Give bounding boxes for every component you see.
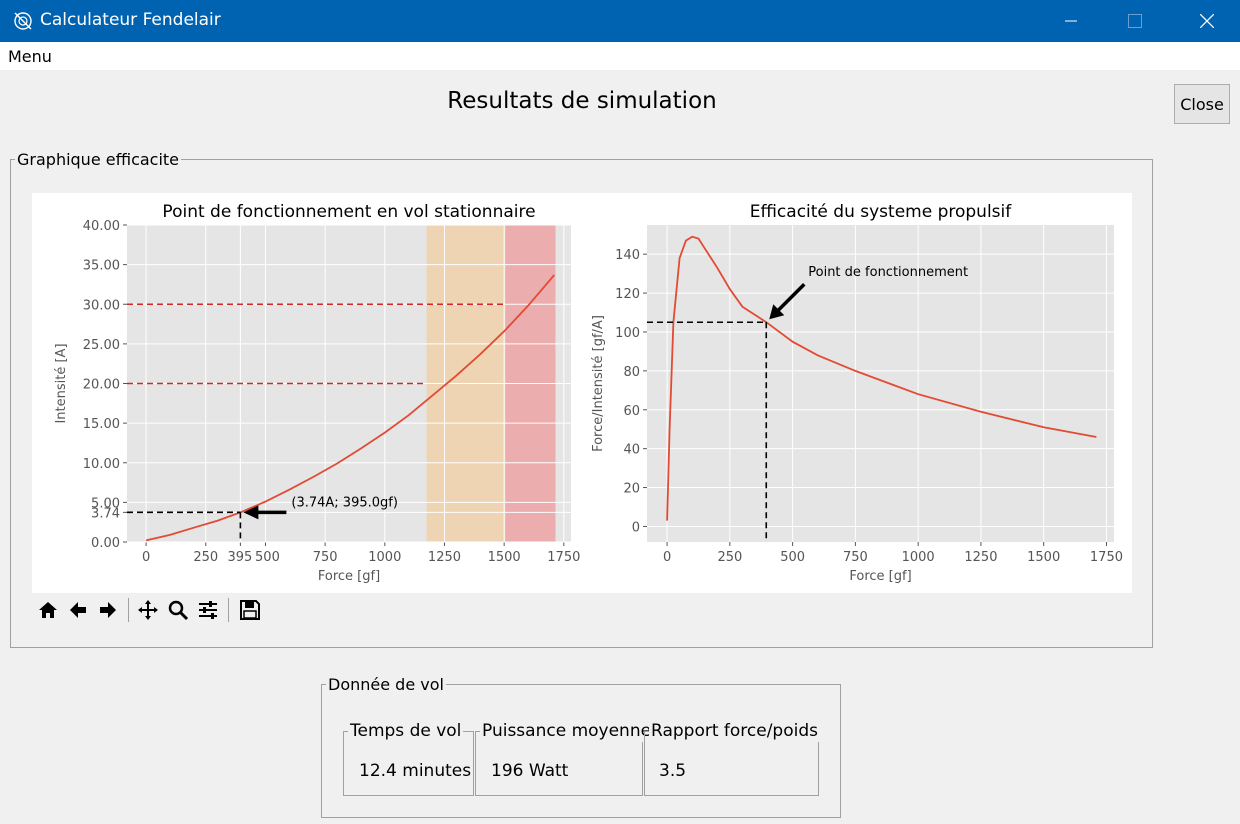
left-ytick-label: 10.00 bbox=[83, 457, 120, 472]
minimize-icon bbox=[1065, 20, 1077, 22]
right-ytick-label: 100 bbox=[615, 326, 640, 341]
right-ytick-label: 80 bbox=[623, 365, 640, 380]
menu-bar: Menu bbox=[0, 42, 1240, 70]
left-ytick-label: 35.00 bbox=[83, 259, 120, 274]
graph-group bbox=[10, 159, 1153, 648]
back-button[interactable] bbox=[64, 596, 92, 624]
left-xtick-label: 1500 bbox=[488, 550, 521, 565]
pan-icon bbox=[138, 600, 158, 620]
right-y-axis-label: Force/Intensité [gf/A] bbox=[591, 315, 606, 452]
left-ytick-label: 25.00 bbox=[83, 338, 120, 353]
right-xtick-label: 1000 bbox=[902, 550, 935, 565]
flight-data-group bbox=[321, 684, 841, 818]
maximize-button[interactable] bbox=[1112, 0, 1158, 42]
left-annotation-arrow-head bbox=[243, 505, 259, 520]
graph-group-label: Graphique efficacite bbox=[15, 150, 182, 170]
right-annotation-arrow-shaft bbox=[777, 283, 806, 312]
right-chart-title: Efficacité du systeme propulsif bbox=[750, 202, 1013, 222]
right-annotation-arrow-head bbox=[769, 304, 785, 320]
right-annotation-text: Point de fonctionnement bbox=[808, 265, 968, 280]
thrust-weight-ratio-value: 3.5 bbox=[659, 761, 687, 781]
save-button[interactable] bbox=[236, 596, 264, 624]
left-ytick-label: 0.00 bbox=[91, 536, 120, 551]
right-xtick-label: 750 bbox=[843, 550, 868, 565]
flight-time-label: Temps de vol bbox=[348, 720, 464, 742]
left-ytick-label: 40.00 bbox=[83, 219, 120, 234]
window-title: Calculateur Fendelair bbox=[40, 10, 221, 30]
right-xtick-label: 1500 bbox=[1027, 550, 1060, 565]
configure-subplots-icon bbox=[199, 601, 217, 619]
right-xtick-label: 1750 bbox=[1090, 550, 1123, 565]
thrust-weight-ratio-label: Rapport force/poids bbox=[649, 720, 820, 742]
flight-data-group-label: Donnée de vol bbox=[326, 675, 446, 695]
toolbar-separator bbox=[228, 598, 229, 622]
right-xtick-label: 0 bbox=[663, 550, 671, 565]
configure-subplots-button[interactable] bbox=[194, 596, 222, 624]
left-chart-title: Point de fonctionnement en vol stationna… bbox=[162, 202, 535, 222]
pan-button[interactable] bbox=[134, 596, 162, 624]
right-xtick-label: 1250 bbox=[964, 550, 997, 565]
right-ytick-label: 20 bbox=[623, 482, 640, 497]
right-series-line bbox=[666, 235, 1097, 521]
window-close-button[interactable] bbox=[1184, 0, 1230, 42]
toolbar-separator bbox=[128, 598, 129, 622]
left-xtick-label: 395 bbox=[227, 550, 252, 565]
right-ytick-label: 60 bbox=[623, 404, 640, 419]
right-xtick-label: 500 bbox=[780, 550, 805, 565]
title-bar: Calculateur Fendelair bbox=[0, 0, 1240, 42]
left-ytick-label: 30.00 bbox=[83, 298, 120, 313]
left-xtick-label: 500 bbox=[255, 550, 280, 565]
maximize-icon bbox=[1128, 14, 1142, 28]
left-annotation-text: (3.74A; 395.0gf) bbox=[291, 495, 398, 510]
left-xtick-label: 0 bbox=[142, 550, 150, 565]
right-ytick-label: 0 bbox=[632, 520, 640, 535]
right-ytick-label: 40 bbox=[623, 443, 640, 458]
left-ytick-label: 3.74 bbox=[91, 506, 120, 521]
figure-svg: 0 250 395 500 750 1000 1250 1500 17500.003.745.0… bbox=[54, 202, 1123, 584]
close-icon bbox=[1200, 14, 1214, 28]
forward-button[interactable] bbox=[94, 596, 122, 624]
minimize-button[interactable] bbox=[1048, 0, 1094, 42]
menu-item[interactable]: Menu bbox=[8, 47, 52, 66]
right-xtick-label: 250 bbox=[717, 550, 742, 565]
left-ytick-label: 15.00 bbox=[83, 417, 120, 432]
right-x-axis-label: Force [gf] bbox=[849, 569, 911, 584]
app-icon bbox=[14, 12, 32, 30]
close-button[interactable]: Close bbox=[1174, 84, 1230, 124]
zoom-button[interactable] bbox=[164, 596, 192, 624]
left-xtick-label: 250 bbox=[193, 550, 218, 565]
forward-icon bbox=[100, 602, 116, 618]
average-power-label: Puissance moyenne bbox=[480, 720, 654, 742]
save-icon bbox=[240, 600, 260, 620]
average-power-value: 196 Watt bbox=[491, 761, 569, 781]
left-xtick-label: 750 bbox=[313, 550, 338, 565]
left-xtick-label: 1250 bbox=[428, 550, 461, 565]
left-xtick-label: 1750 bbox=[547, 550, 580, 565]
home-icon bbox=[39, 602, 57, 618]
left-ytick-label: 20.00 bbox=[83, 378, 120, 393]
page-title: Resultats de simulation bbox=[447, 88, 717, 114]
left-series-line bbox=[145, 274, 555, 542]
home-button[interactable] bbox=[34, 596, 62, 624]
left-ytick-label: 5.00 bbox=[91, 496, 120, 511]
left-y-axis-label: Intensité [A] bbox=[54, 343, 69, 423]
right-plot-area bbox=[647, 225, 1114, 542]
zoom-icon bbox=[168, 600, 189, 621]
right-ytick-label: 140 bbox=[615, 248, 640, 263]
back-icon bbox=[70, 602, 86, 618]
right-ytick-label: 120 bbox=[615, 287, 640, 302]
left-x-axis-label: Force [gf] bbox=[318, 569, 380, 584]
flight-time-value: 12.4 minutes bbox=[359, 761, 472, 781]
figure-canvas[interactable]: 0 250 395 500 750 1000 1250 1500 1750 0.00 3.74 5.0… bbox=[32, 193, 1132, 593]
left-xtick-label: 1000 bbox=[368, 550, 401, 565]
